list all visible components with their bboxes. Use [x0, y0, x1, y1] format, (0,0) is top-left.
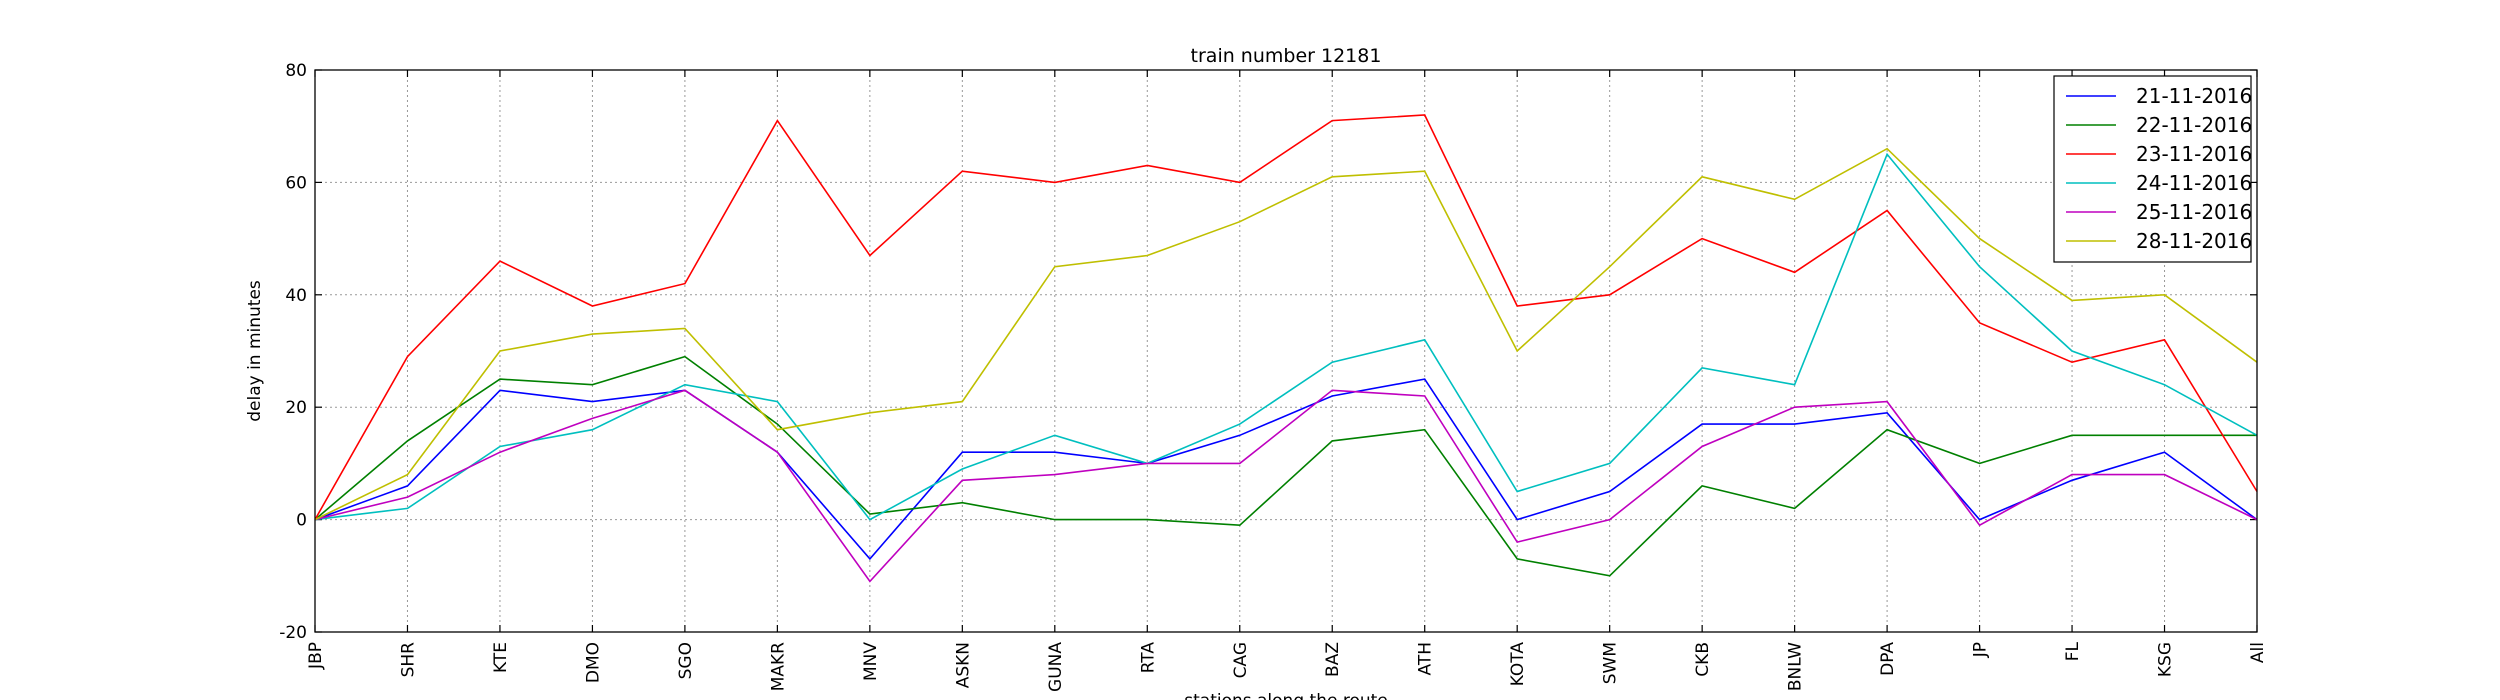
x-axis-label: stations along the route — [1184, 691, 1388, 700]
series-line-3 — [314, 114, 2258, 520]
x-tick-label: KSG — [2156, 642, 2176, 677]
legend-label: 23-11-2016 — [2136, 142, 2252, 166]
series-line-4 — [314, 152, 2258, 521]
legend-box — [2053, 75, 2252, 263]
x-tick-label: DMO — [583, 642, 603, 683]
y-tick-label: -20 — [279, 623, 307, 643]
series-line-2 — [314, 355, 2257, 577]
x-tick-label: SGO — [676, 642, 696, 679]
legend: 21-11-2016 22-11-2016 23-11-2016 24-11-2016… — [2053, 75, 2252, 263]
legend-label: 22-11-2016 — [2136, 113, 2252, 137]
x-axis-ticks: JBP SHR KTE DMO SGO MAKR MNV ASKN GUNA RTA CAG BAZ A… — [306, 70, 2268, 692]
x-tick-label: MNV — [861, 642, 881, 681]
x-tick-label: BNLW — [1786, 642, 1806, 691]
x-tick-label: SWM — [1601, 642, 1621, 684]
y-tick-label: 0 — [296, 511, 307, 531]
legend-label: 24-11-2016 — [2136, 171, 2252, 195]
chart-title: train number 12181 — [1191, 45, 1382, 67]
series-lines — [314, 114, 2258, 583]
x-tick-label: BAZ — [1323, 642, 1343, 677]
x-tick-label: ASKN — [953, 642, 973, 688]
y-tick-label: 80 — [285, 61, 307, 81]
x-tick-label: JP — [1971, 642, 1991, 658]
x-tick-label: ATH — [1416, 642, 1436, 675]
x-tick-label: GUNA — [1046, 642, 1066, 692]
series-line-1 — [314, 378, 2258, 561]
y-tick-label: 20 — [285, 398, 307, 418]
x-tick-label: All — [2248, 642, 2268, 663]
legend-label: 21-11-2016 — [2136, 84, 2252, 108]
y-axis-label: delay in minutes — [245, 280, 265, 422]
x-tick-label: CKB — [1693, 642, 1713, 677]
y-tick-label: 40 — [285, 286, 307, 306]
x-tick-label: JBP — [306, 642, 326, 670]
x-tick-label: CAG — [1231, 642, 1251, 678]
x-tick-label: DPA — [1878, 642, 1898, 676]
legend-label: 28-11-2016 — [2136, 229, 2252, 253]
x-tick-label: SHR — [398, 642, 418, 678]
x-tick-label: KOTA — [1508, 642, 1528, 687]
x-tick-label: FL — [2063, 641, 2083, 661]
grid — [315, 70, 2257, 632]
plot-frame — [314, 69, 2258, 633]
y-tick-label: 60 — [285, 173, 307, 193]
series-line-5 — [314, 389, 2258, 583]
x-tick-label: MAKR — [768, 642, 788, 691]
x-tick-label: RTA — [1138, 642, 1158, 674]
x-tick-label: KTE — [491, 642, 511, 673]
series-line-6 — [314, 147, 2258, 521]
legend-label: 25-11-2016 — [2136, 200, 2252, 224]
y-axis-ticks: -20 0 20 40 60 80 — [279, 61, 2257, 643]
